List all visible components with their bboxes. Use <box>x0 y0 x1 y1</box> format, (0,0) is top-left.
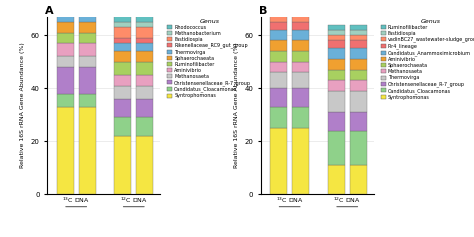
Bar <box>292 107 309 128</box>
Bar <box>137 99 153 117</box>
Bar <box>328 131 345 165</box>
Bar <box>350 59 367 70</box>
Bar <box>292 22 309 30</box>
Bar <box>137 75 153 86</box>
Bar <box>114 75 131 86</box>
Bar <box>292 128 309 194</box>
Bar <box>114 136 131 194</box>
Bar <box>328 48 345 59</box>
Bar <box>57 32 73 43</box>
Bar <box>328 35 345 41</box>
Legend: Ruminofilibacter, Fastidiospia, vadinBC27_wastewater-sludge_group, Pir4_lineage,: Ruminofilibacter, Fastidiospia, vadinBC2… <box>379 17 474 102</box>
Bar <box>350 131 367 165</box>
Bar <box>79 22 96 32</box>
Bar <box>79 107 96 194</box>
Bar <box>137 14 153 22</box>
Bar <box>57 14 73 22</box>
Bar <box>79 14 96 22</box>
Text: B: B <box>259 6 267 16</box>
Bar <box>270 14 287 22</box>
Y-axis label: Relative 16S rRNA Gene Abundance (%): Relative 16S rRNA Gene Abundance (%) <box>20 43 25 168</box>
Bar <box>292 14 309 22</box>
Bar <box>114 14 131 22</box>
Bar <box>270 72 287 88</box>
Y-axis label: Relative 16S rRNA Gene Abundance (%): Relative 16S rRNA Gene Abundance (%) <box>234 43 239 168</box>
Bar <box>328 59 345 70</box>
Bar <box>137 51 153 62</box>
Bar <box>270 51 287 62</box>
Bar <box>57 0 73 9</box>
Bar <box>79 0 96 9</box>
Bar <box>137 43 153 51</box>
Bar <box>114 117 131 136</box>
Bar <box>350 25 367 30</box>
Bar <box>328 80 345 91</box>
Bar <box>350 112 367 131</box>
Bar <box>328 30 345 35</box>
Bar <box>114 51 131 62</box>
Bar <box>350 80 367 91</box>
Bar <box>292 9 309 14</box>
Bar <box>270 41 287 51</box>
Bar <box>270 88 287 107</box>
Bar <box>137 62 153 75</box>
Bar <box>328 112 345 131</box>
Bar <box>292 62 309 72</box>
Bar <box>292 88 309 107</box>
Bar <box>114 99 131 117</box>
Bar <box>270 30 287 41</box>
Bar <box>57 43 73 56</box>
Bar <box>137 22 153 27</box>
Bar <box>57 9 73 14</box>
Bar <box>114 43 131 51</box>
Bar <box>114 22 131 27</box>
Bar <box>57 56 73 67</box>
Bar <box>270 3 287 9</box>
Bar <box>350 91 367 112</box>
Bar <box>292 41 309 51</box>
Bar <box>350 41 367 48</box>
Bar <box>292 72 309 88</box>
Bar <box>328 165 345 194</box>
Bar <box>137 136 153 194</box>
Bar <box>270 107 287 128</box>
Bar <box>114 27 131 38</box>
Bar <box>57 67 73 94</box>
Bar <box>350 30 367 35</box>
Bar <box>79 32 96 43</box>
Bar <box>137 27 153 38</box>
Bar <box>79 9 96 14</box>
Bar <box>270 62 287 72</box>
Bar <box>79 56 96 67</box>
Bar <box>57 22 73 32</box>
Bar <box>57 94 73 107</box>
Bar <box>350 48 367 59</box>
Bar <box>270 9 287 14</box>
Bar <box>57 107 73 194</box>
Bar <box>292 3 309 9</box>
Bar <box>292 30 309 41</box>
Bar <box>350 35 367 41</box>
Bar <box>328 91 345 112</box>
Bar <box>79 67 96 94</box>
Bar <box>328 70 345 80</box>
Bar <box>350 165 367 194</box>
Bar <box>114 38 131 43</box>
Legend: Rhodococcus, Methanobacterium, Fastidiospia, Rikenellaceae_RC9_gut_group, Thermo: Rhodococcus, Methanobacterium, Fastidios… <box>165 17 253 100</box>
Bar <box>270 22 287 30</box>
Bar <box>328 41 345 48</box>
Bar <box>328 25 345 30</box>
Bar <box>114 62 131 75</box>
Bar <box>114 86 131 99</box>
Bar <box>137 117 153 136</box>
Bar <box>79 94 96 107</box>
Bar <box>270 128 287 194</box>
Bar <box>292 51 309 62</box>
Bar <box>79 43 96 56</box>
Bar <box>350 70 367 80</box>
Text: A: A <box>45 6 54 16</box>
Bar <box>137 38 153 43</box>
Bar <box>137 86 153 99</box>
